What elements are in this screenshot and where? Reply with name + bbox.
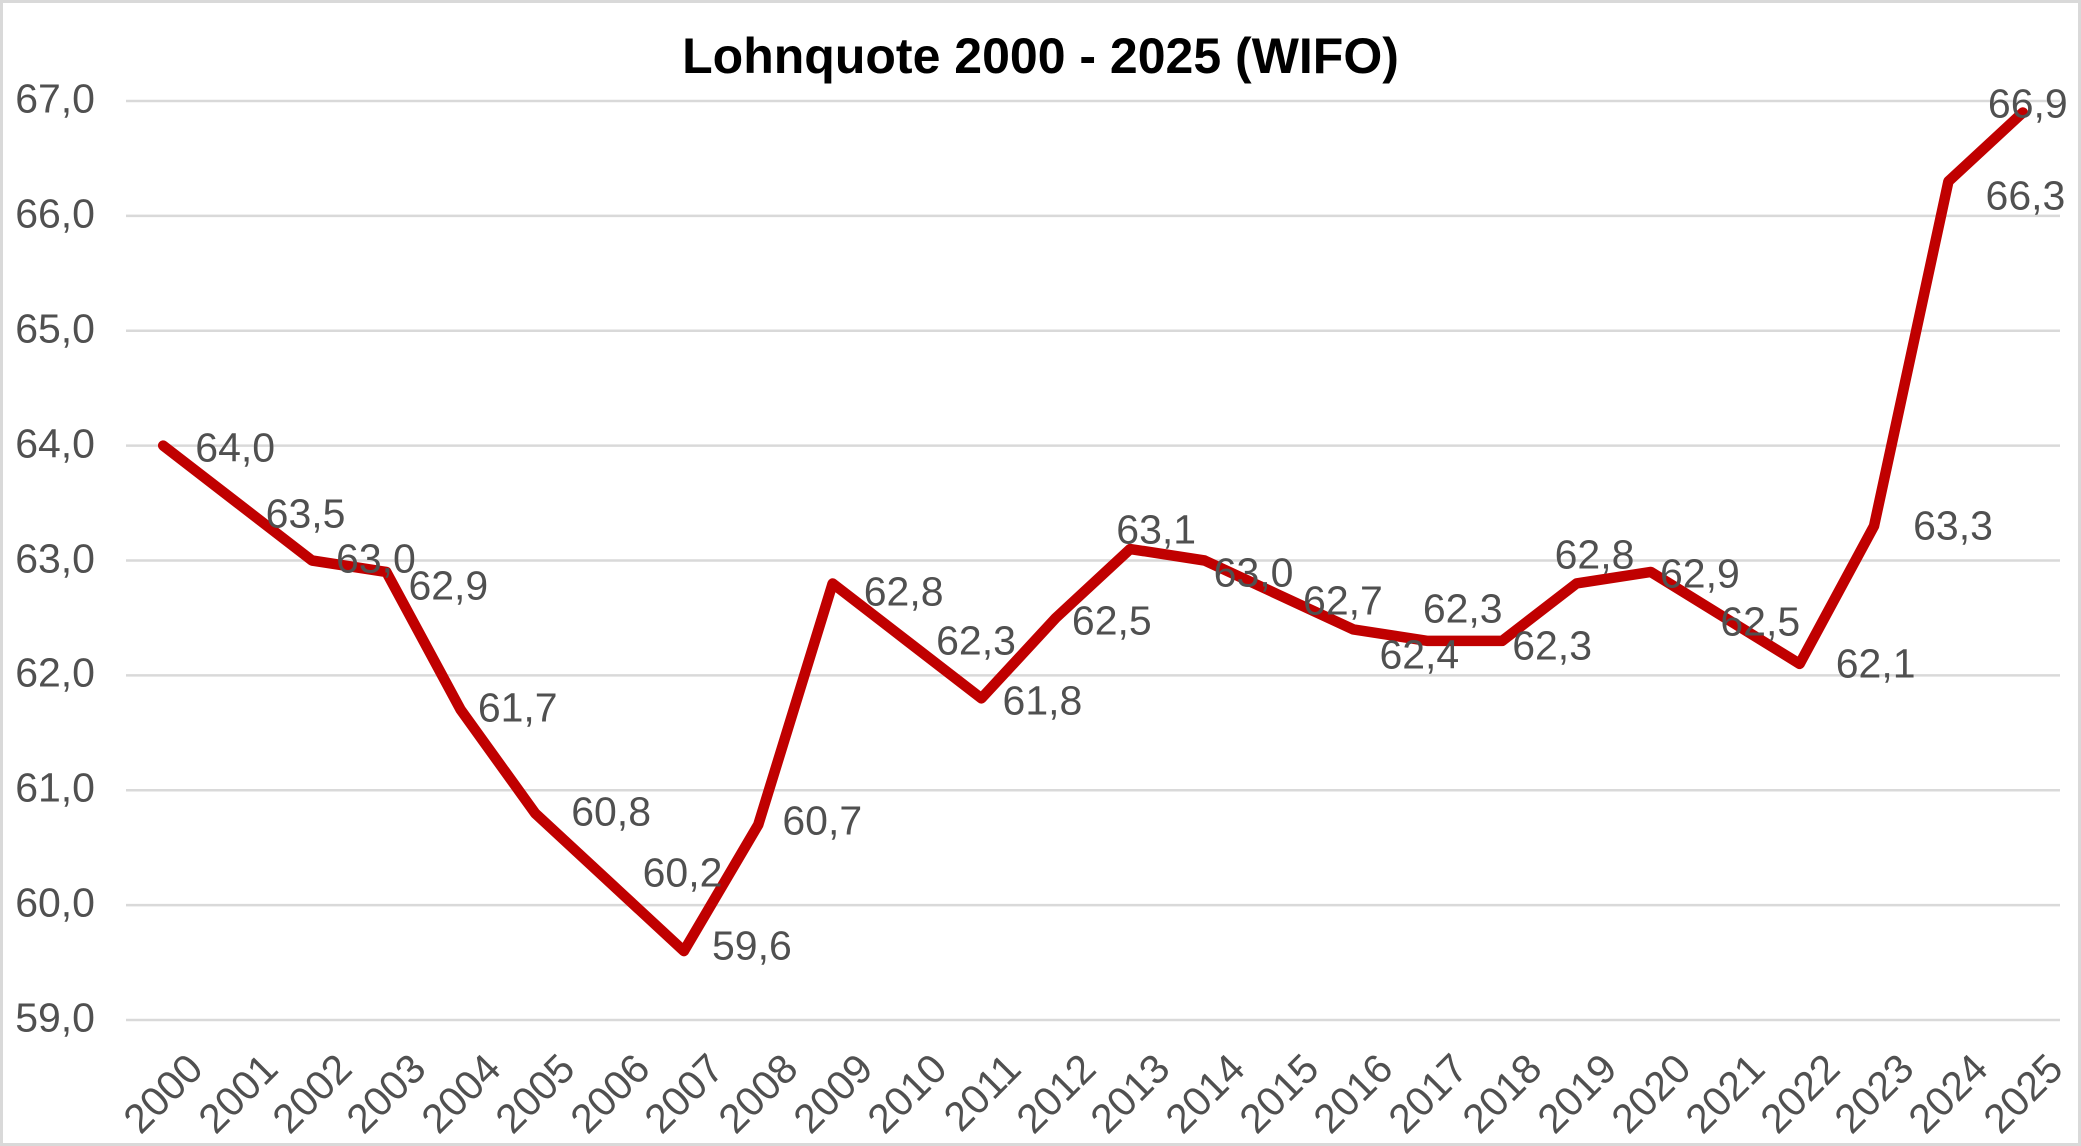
chart-title: Lohnquote 2000 - 2025 (WIFO) [682, 28, 1399, 84]
data-label: 63,0 [1213, 549, 1294, 595]
data-label: 63,0 [336, 535, 416, 581]
data-label: 62,3 [936, 617, 1016, 664]
data-label: 59,6 [711, 922, 792, 969]
y-axis-tick-label: 61,0 [15, 764, 95, 811]
y-axis-tick-label: 60,0 [15, 879, 95, 926]
data-label: 62,9 [408, 562, 489, 609]
data-label: 63,5 [265, 490, 346, 537]
data-label: 61,7 [477, 684, 558, 731]
y-axis-tick-label: 64,0 [15, 420, 95, 467]
y-axis-tick-label: 62,0 [15, 649, 95, 696]
y-axis-tick-label: 59,0 [15, 994, 95, 1041]
data-label: 62,5 [1071, 597, 1152, 644]
data-label: 62,7 [1303, 577, 1383, 624]
data-label: 63,1 [1116, 506, 1197, 553]
line-chart-plot [126, 99, 2060, 1022]
data-label: 64,0 [195, 424, 276, 471]
data-label: 62,5 [1720, 598, 1801, 645]
data-label: 66,3 [1985, 172, 2066, 219]
data-label: 60,8 [571, 788, 652, 835]
data-label: 63,3 [1913, 502, 1993, 549]
y-axis-tick-label: 67,0 [15, 75, 95, 122]
y-axis-tick-label: 65,0 [15, 305, 95, 352]
data-label: 60,2 [642, 849, 723, 896]
series-line [157, 107, 2029, 957]
data-label: 60,7 [782, 797, 863, 844]
y-axis-tick-label: 63,0 [15, 535, 95, 582]
data-label: 62,1 [1835, 640, 1916, 687]
data-label: 66,9 [1987, 80, 2068, 127]
y-axis-tick-label: 66,0 [15, 190, 95, 237]
data-label: 62,4 [1379, 631, 1460, 678]
data-label: 62,8 [1554, 531, 1635, 578]
data-label: 62,3 [1422, 585, 1503, 632]
data-label: 61,8 [1002, 677, 1083, 724]
data-label: 62,3 [1512, 622, 1593, 669]
data-label: 62,9 [1659, 550, 1740, 597]
data-label: 62,8 [863, 568, 944, 615]
